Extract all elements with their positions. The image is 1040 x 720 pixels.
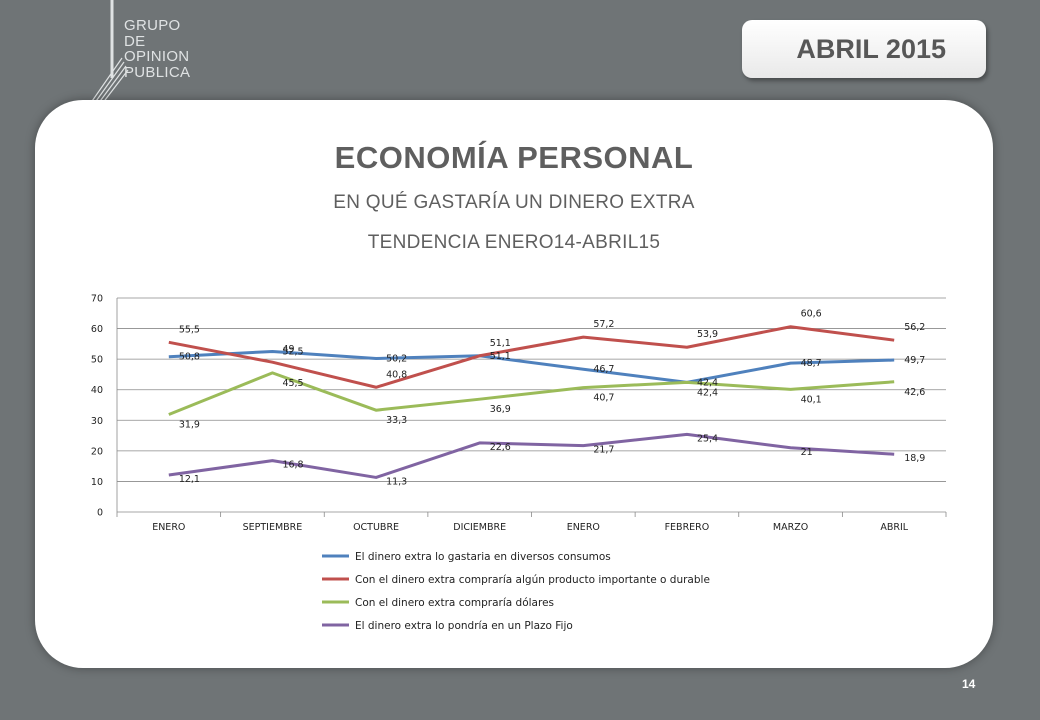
- data-label: 40,8: [386, 369, 407, 380]
- x-tick-label: MARZO: [773, 522, 808, 533]
- logo: GRUPO DE OPINION PUBLICA: [90, 0, 220, 105]
- data-label: 51,1: [490, 338, 511, 349]
- data-label: 60,6: [801, 309, 822, 320]
- data-label: 57,2: [593, 319, 614, 330]
- slide-subtitle-trend: TENDENCIA ENERO14-ABRIL15: [367, 232, 661, 253]
- legend-label: El dinero extra lo pondría en un Plazo F…: [355, 620, 573, 632]
- x-tick-label: ABRIL: [880, 522, 908, 533]
- data-label: 42,4: [697, 377, 718, 388]
- legend-label: Con el dinero extra compraría dólares: [355, 597, 554, 609]
- data-label: 51,1: [490, 351, 511, 362]
- legend-label: El dinero extra lo gastaria en diversos …: [355, 551, 611, 563]
- data-label: 18,9: [904, 453, 925, 464]
- y-tick-label: 70: [91, 294, 103, 305]
- y-tick-label: 10: [91, 477, 103, 488]
- data-label: 25,4: [697, 433, 718, 444]
- data-label: 49: [282, 344, 294, 355]
- data-label: 33,3: [386, 415, 407, 426]
- x-tick-label: DICIEMBRE: [453, 522, 506, 533]
- x-tick-label: OCTUBRE: [353, 522, 399, 533]
- series-line: [168, 432, 895, 479]
- data-label: 21,7: [593, 445, 614, 456]
- logo-mark-icon: [90, 0, 129, 105]
- y-tick-label: 30: [91, 416, 103, 427]
- logo-line: DE: [124, 32, 146, 50]
- y-tick-label: 50: [91, 355, 103, 366]
- logo-line: GRUPO: [124, 17, 181, 34]
- data-label: 53,9: [697, 329, 718, 340]
- x-tick-label: FEBRERO: [665, 522, 710, 533]
- data-label: 46,7: [593, 364, 614, 375]
- data-label: 31,9: [179, 419, 200, 430]
- y-tick-label: 60: [91, 324, 103, 335]
- series-line: [168, 371, 895, 416]
- slide-title: ECONOMÍA PERSONAL: [334, 140, 694, 175]
- series-line: [168, 325, 895, 389]
- data-label: 40,1: [801, 394, 822, 405]
- slide-subtitle: EN QUÉ GASTARÍA UN DINERO EXTRA: [333, 192, 695, 213]
- x-tick-label: ENERO: [567, 522, 600, 533]
- slide-card: ECONOMÍA PERSONAL EN QUÉ GASTARÍA UN DIN…: [35, 100, 993, 668]
- data-label: 52,5: [282, 347, 303, 358]
- page-number: 14: [962, 677, 976, 691]
- y-tick-label: 40: [91, 385, 103, 396]
- data-label: 50,2: [386, 354, 407, 365]
- legend-label: Con el dinero extra compraría algún prod…: [355, 574, 710, 586]
- data-label: 50,8: [179, 352, 200, 363]
- data-label: 48,7: [801, 358, 822, 369]
- data-label: 55,5: [179, 324, 200, 335]
- data-label: 12,1: [179, 474, 200, 485]
- data-label: 42,6: [904, 387, 925, 398]
- date-badge: ABRIL 2015: [742, 20, 986, 78]
- data-label: 21: [801, 447, 813, 458]
- y-tick-label: 20: [91, 446, 103, 457]
- logo-line: OPINION: [124, 48, 190, 65]
- data-label: 45,5: [282, 378, 303, 389]
- data-label: 22,6: [490, 442, 511, 453]
- data-label: 56,2: [904, 322, 925, 333]
- data-label: 16,8: [282, 460, 303, 471]
- y-tick-label: 0: [97, 508, 103, 519]
- x-tick-label: SEPTIEMBRE: [243, 522, 303, 533]
- x-tick-label: ENERO: [152, 522, 185, 533]
- data-label: 11,3: [386, 476, 407, 487]
- logo-line: PUBLICA: [124, 63, 191, 81]
- series-line: [168, 350, 895, 384]
- data-label: 49,7: [904, 355, 925, 366]
- logo-text: GRUPO DE OPINION PUBLICA: [124, 18, 190, 80]
- data-label: 40,7: [593, 393, 614, 404]
- data-label: 42,4: [697, 387, 718, 398]
- data-label: 36,9: [490, 404, 511, 415]
